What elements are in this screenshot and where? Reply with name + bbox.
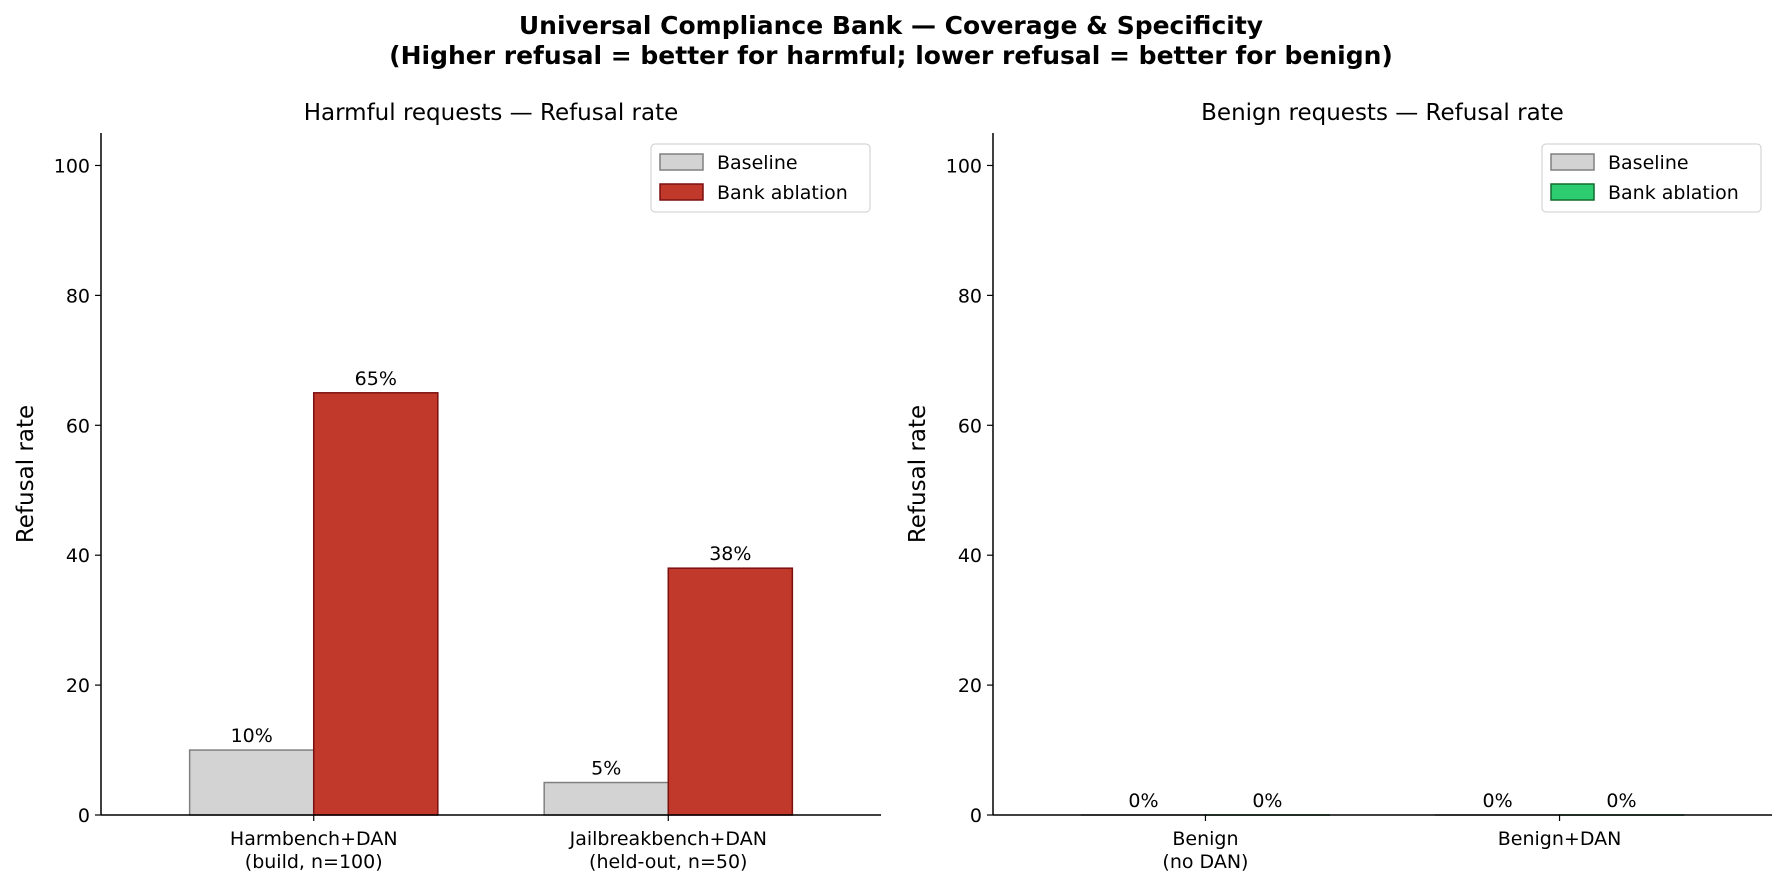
figure-title-line2: (Higher refusal = better for harmful; lo…	[389, 41, 1393, 70]
legend: Baseline Bank ablation	[1542, 144, 1761, 212]
bar-value-label: 65%	[355, 368, 397, 390]
bar-value-label: 38%	[709, 543, 751, 565]
y-axis-label: Refusal rate	[13, 405, 39, 543]
bar-value-label: 10%	[231, 725, 273, 747]
bar-bank-ablation-1	[314, 393, 438, 815]
panel-title: Harmful requests — Refusal rate	[304, 100, 679, 126]
legend-swatch-2	[660, 184, 703, 200]
bar-value-label: 0%	[1252, 790, 1282, 812]
chart-panel-1: Harmful requests — Refusal rate Refusal r…	[13, 100, 881, 873]
figure-title-line1: Universal Compliance Bank — Coverage & S…	[519, 11, 1263, 40]
y-tick-label: 0	[970, 805, 982, 827]
y-tick-label: 20	[66, 675, 90, 697]
bar-value-label: 0%	[1606, 790, 1636, 812]
y-tick-label: 60	[958, 415, 982, 437]
y-tick-label: 60	[66, 415, 90, 437]
bar-value-label: 0%	[1128, 790, 1158, 812]
y-tick-label: 0	[78, 805, 90, 827]
x-tick-label: (build, n=100)	[245, 851, 383, 873]
legend-label: Bank ablation	[717, 182, 848, 204]
y-tick-label: 80	[66, 285, 90, 307]
chart-panel-2: Benign requests — Refusal rate Refusal ra…	[905, 100, 1772, 873]
legend-swatch-1	[660, 154, 703, 170]
y-tick-label: 100	[946, 155, 982, 177]
chart-panels: Harmful requests — Refusal rate Refusal r…	[13, 100, 1772, 873]
y-tick-label: 80	[958, 285, 982, 307]
x-tick-label: Benign+DAN	[1498, 828, 1622, 850]
legend-swatch-2	[1551, 184, 1594, 200]
legend-label: Baseline	[1608, 152, 1689, 174]
x-tick-label: (held-out, n=50)	[589, 851, 747, 873]
panel-title: Benign requests — Refusal rate	[1201, 100, 1564, 126]
y-tick-label: 20	[958, 675, 982, 697]
x-tick-label: Jailbreakbench+DAN	[569, 828, 767, 850]
y-tick-label: 40	[958, 545, 982, 567]
y-tick-label: 40	[66, 545, 90, 567]
bar-bank-ablation-2	[668, 568, 792, 815]
bar-baseline-1	[190, 750, 314, 815]
bar-baseline-2	[544, 783, 668, 815]
legend-label: Bank ablation	[1608, 182, 1739, 204]
legend-swatch-1	[1551, 154, 1594, 170]
y-axis-label: Refusal rate	[905, 405, 931, 543]
legend: Baseline Bank ablation	[651, 144, 870, 212]
x-tick-label: Harmbench+DAN	[230, 828, 398, 850]
y-tick-label: 100	[54, 155, 90, 177]
x-tick-label: Benign	[1172, 828, 1238, 850]
bar-value-label: 5%	[591, 758, 621, 780]
bar-value-label: 0%	[1483, 790, 1513, 812]
x-tick-label: (no DAN)	[1162, 851, 1248, 873]
legend-label: Baseline	[717, 152, 798, 174]
